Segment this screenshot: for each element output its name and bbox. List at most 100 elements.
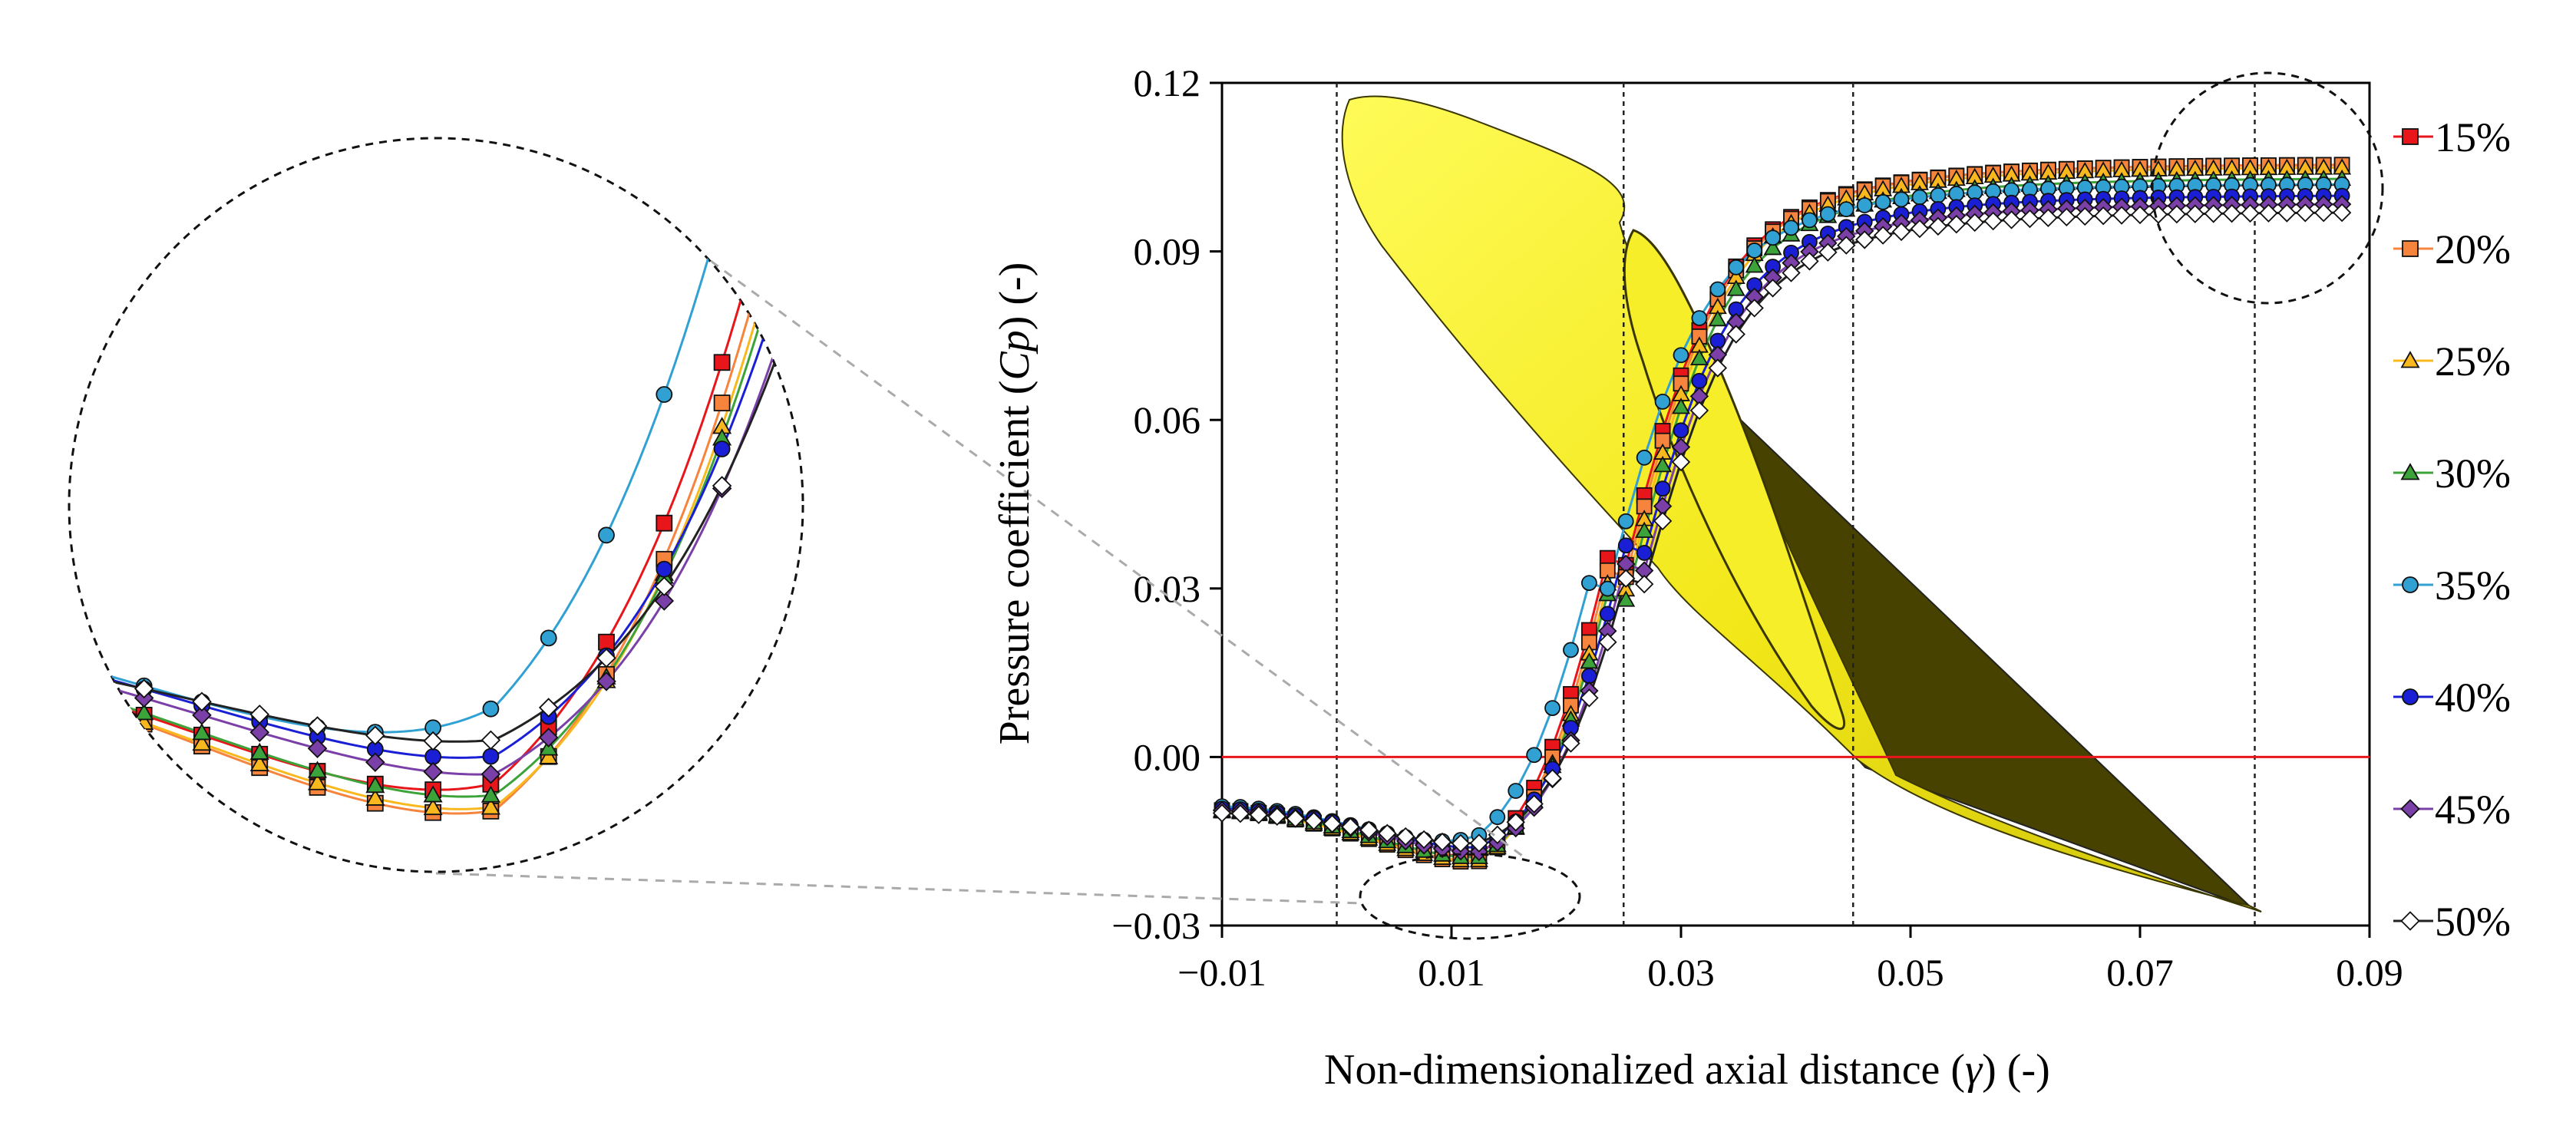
data-point (1378, 823, 1397, 843)
inset-data-point (713, 441, 731, 457)
data-point (2020, 209, 2039, 229)
data-point (1765, 229, 1782, 246)
inset-data-point (713, 202, 731, 219)
data-point (1653, 511, 1673, 531)
y-tick-label: 0.12 (1134, 61, 1201, 104)
inset-data-point (482, 700, 500, 718)
inset-data-point (481, 797, 500, 815)
data-point (1580, 688, 1599, 708)
data-point (1948, 186, 1965, 202)
inset-data-point (365, 788, 385, 806)
x-tick-label: 0.01 (1418, 951, 1485, 994)
data-point (1599, 606, 1616, 622)
data-point (2332, 203, 2352, 223)
data-point (1359, 820, 1379, 840)
inset-data-point (771, 279, 788, 297)
data-point (1873, 226, 1893, 245)
inset-data-point (538, 728, 559, 747)
series-points-50% (1212, 203, 2352, 853)
inset-line-35% (69, 138, 794, 734)
y-axis-title: Pressure coefficient (Cp) (-) (991, 262, 1039, 745)
y-tick-label: 0.06 (1134, 398, 1201, 441)
inset-data-point (713, 354, 731, 371)
inset-data-point (307, 738, 328, 759)
inset-data-point (656, 560, 673, 578)
inset-data-point (307, 773, 328, 790)
inset-data-point (423, 731, 443, 751)
zoom-region-ellipse (1359, 853, 1581, 940)
inset-data-point (76, 692, 96, 710)
inset-data-point (539, 738, 559, 756)
inset-data-point (770, 327, 790, 347)
legend-label: 15% (2435, 114, 2511, 160)
data-point (1506, 813, 1525, 832)
data-point (1673, 422, 1689, 439)
data-point (1634, 574, 1654, 594)
data-point (1617, 537, 1634, 554)
data-point (1451, 833, 1471, 853)
data-point (1544, 700, 1560, 717)
x-tick-label: 0.07 (2106, 951, 2174, 994)
legend-marker (2402, 576, 2419, 593)
data-point (1598, 632, 1617, 652)
inset-data-point (249, 722, 270, 743)
inset-data-point (78, 694, 95, 711)
data-point (1341, 817, 1360, 837)
legend-marker (2400, 799, 2420, 819)
data-point (1910, 219, 1930, 239)
data-point (1819, 206, 1836, 223)
data-point (1891, 222, 1911, 242)
inset-data-point (365, 725, 385, 746)
data-point (2039, 208, 2058, 228)
inset-data-point (192, 705, 212, 725)
plot-area (1220, 81, 2371, 927)
data-point (1818, 243, 1838, 262)
inset-data-point (192, 733, 212, 751)
legend-marker (2402, 688, 2419, 705)
inset-data-point (481, 785, 500, 803)
inset-data-point (538, 698, 559, 718)
inset-data-point (249, 705, 270, 724)
legend-item-30%: 30% (2393, 450, 2511, 497)
x-axis-ticks: −0.01 0.01 0.03 0.05 0.07 0.09 (1177, 926, 2403, 994)
data-point (2093, 206, 2113, 226)
inset-data-point (423, 797, 443, 816)
data-point (1893, 191, 1910, 208)
inset-data-point (654, 576, 675, 596)
legend-label: 20% (2435, 226, 2511, 272)
inset-data-point (423, 761, 443, 782)
data-point (1635, 521, 1654, 538)
y-tick-label: 0.00 (1134, 735, 1201, 778)
legend-item-40%: 40% (2393, 675, 2511, 721)
data-point (1911, 189, 1928, 206)
data-point (1469, 833, 1489, 853)
data-point (1414, 830, 1434, 850)
data-point (1432, 832, 1452, 852)
data-point (1855, 230, 1874, 249)
data-point (1671, 452, 1691, 472)
data-point (2222, 203, 2241, 223)
data-point (1746, 243, 1763, 259)
data-point (2112, 206, 2132, 225)
data-point (1636, 545, 1653, 561)
zoom-connector-lower (435, 872, 1363, 905)
x-tick-label: 0.03 (1647, 951, 1715, 994)
data-point (1728, 259, 1745, 276)
data-point (1763, 279, 1782, 298)
data-point (1983, 211, 2003, 231)
inset-data-point (712, 476, 732, 496)
inset-data-point (482, 747, 500, 765)
data-point (1800, 252, 1819, 271)
inset-data-point (307, 761, 328, 778)
data-point (1230, 804, 1250, 823)
data-point (1726, 279, 1745, 296)
plateau-highlight-circle (2151, 71, 2384, 305)
inset-data-point (192, 691, 212, 712)
inset-data-point (656, 386, 673, 403)
data-point (1654, 393, 1671, 410)
data-point (1691, 372, 1708, 389)
inset-data-point (307, 716, 328, 736)
data-point (1856, 197, 1873, 213)
legend-marker (2402, 128, 2419, 145)
legend-label: 45% (2435, 787, 2511, 833)
